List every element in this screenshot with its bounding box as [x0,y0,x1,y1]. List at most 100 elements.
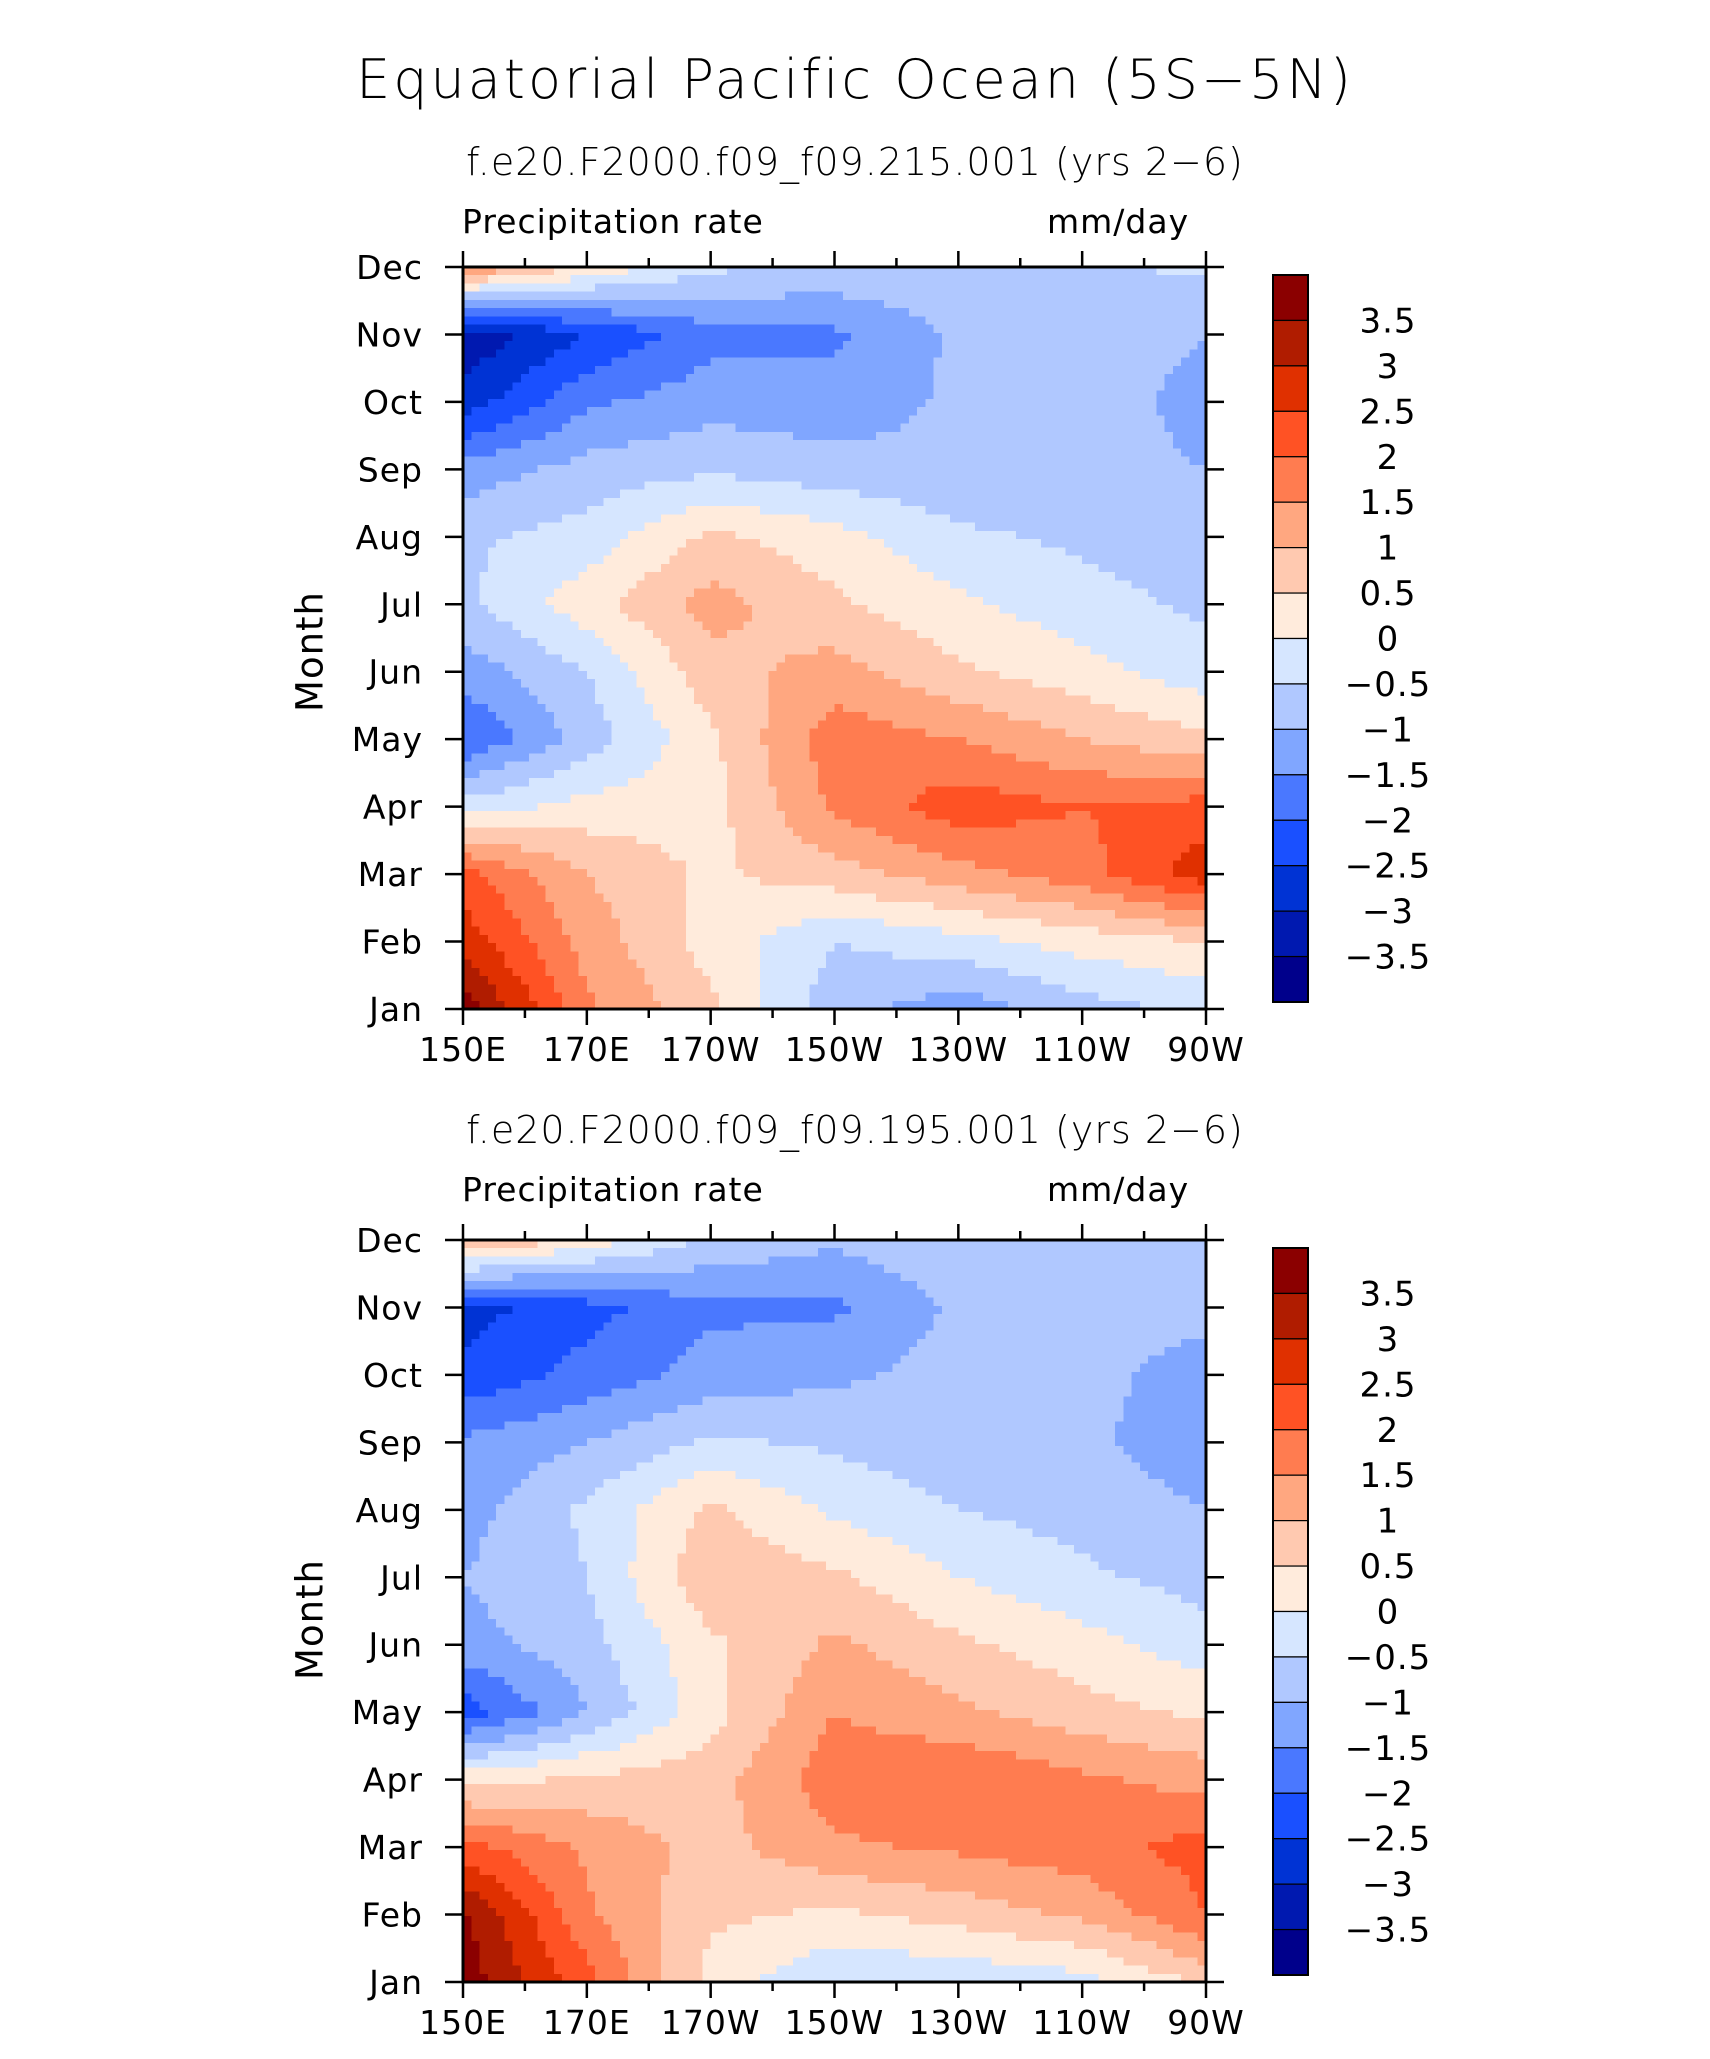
contour-cell [677,670,687,680]
contour-cell [776,456,786,466]
contour-cell [925,481,935,491]
contour-cell [1049,539,1058,548]
contour-cell [809,712,819,722]
contour-cell [1016,563,1025,573]
contour-cell [1148,506,1158,515]
contour-cell [496,299,505,309]
contour-cell [545,275,555,285]
contour-cell [595,448,604,458]
contour-cell [735,390,745,400]
contour-cell [834,489,844,499]
contour-cell [661,349,670,359]
contour-cell [751,580,761,590]
contour-cell [1065,506,1075,515]
contour-cell [784,332,794,342]
contour-cell [1057,629,1067,639]
contour-cell [669,299,679,309]
contour-cell [1164,316,1174,326]
contour-cell [644,456,654,466]
contour-cell [999,473,1009,482]
contour-cell [826,670,836,680]
contour-cell [661,448,670,458]
contour-cell [644,662,654,672]
contour-cell [900,349,910,359]
contour-cell [702,299,712,309]
contour-cell [768,267,778,276]
contour-cell [760,497,770,507]
contour-cell [999,332,1009,342]
contour-cell [545,712,555,722]
contour-cell [1098,299,1108,309]
contour-cell [933,489,943,499]
contour-cell [644,555,654,565]
contour-cell [611,596,621,606]
contour-cell [1024,382,1034,392]
contour-cell [471,365,481,375]
contour-cell [644,390,654,400]
contour-cell [917,530,926,540]
contour-cell [908,497,918,507]
contour-cell [859,341,869,351]
contour-cell [487,712,497,722]
contour-cell [636,332,646,342]
contour-cell [999,613,1009,623]
contour-cell [1156,332,1166,342]
contour-cell [553,580,563,590]
contour-cell [496,703,505,713]
contour-cell [603,720,613,730]
contour-cell [1073,365,1083,375]
contour-cell [842,596,852,606]
contour-cell [958,275,968,285]
contour-cell [1057,646,1067,656]
contour-cell [1032,481,1042,491]
contour-cell [1040,588,1050,598]
contour-cell [669,555,679,565]
contour-cell [735,588,745,598]
contour-cell [784,283,794,293]
contour-cell [991,514,1001,524]
contour-cell [578,530,588,540]
contour-cell [900,283,910,293]
contour-cell [966,374,976,384]
contour-cell [1148,332,1158,342]
contour-cell [727,695,737,705]
contour-cell [760,316,770,326]
contour-cell [545,341,555,351]
contour-cell [603,357,613,367]
contour-cell [884,687,893,697]
contour-cell [983,440,992,449]
contour-cell [512,291,522,301]
contour-cell [801,654,811,664]
contour-cell [553,638,563,647]
contour-cell [826,473,836,482]
contour-cell [966,530,976,540]
contour-cell [900,629,910,639]
contour-cell [1007,621,1017,631]
contour-cell [702,687,712,697]
contour-cell [958,687,968,697]
contour-cell [1090,613,1100,623]
contour-cell [718,514,728,524]
contour-cell [644,464,654,474]
contour-cell [1082,547,1092,557]
contour-cell [1181,390,1191,400]
contour-cell [512,283,522,293]
contour-cell [1172,365,1182,375]
contour-cell [661,703,670,713]
contour-cell [1131,431,1141,441]
contour-cell [751,407,761,416]
contour-cell [487,530,497,540]
contour-cell [578,506,588,515]
contour-cell [991,670,1001,680]
contour-cell [743,654,753,664]
contour-cell [950,514,959,524]
contour-cell [504,332,514,342]
contour-cell [917,522,926,532]
contour-cell [966,588,976,598]
contour-cell [1172,712,1182,722]
contour-cell [578,398,588,408]
contour-cell [710,679,720,689]
contour-cell [553,497,563,507]
contour-cell [1181,423,1191,433]
contour-cell [842,316,852,326]
